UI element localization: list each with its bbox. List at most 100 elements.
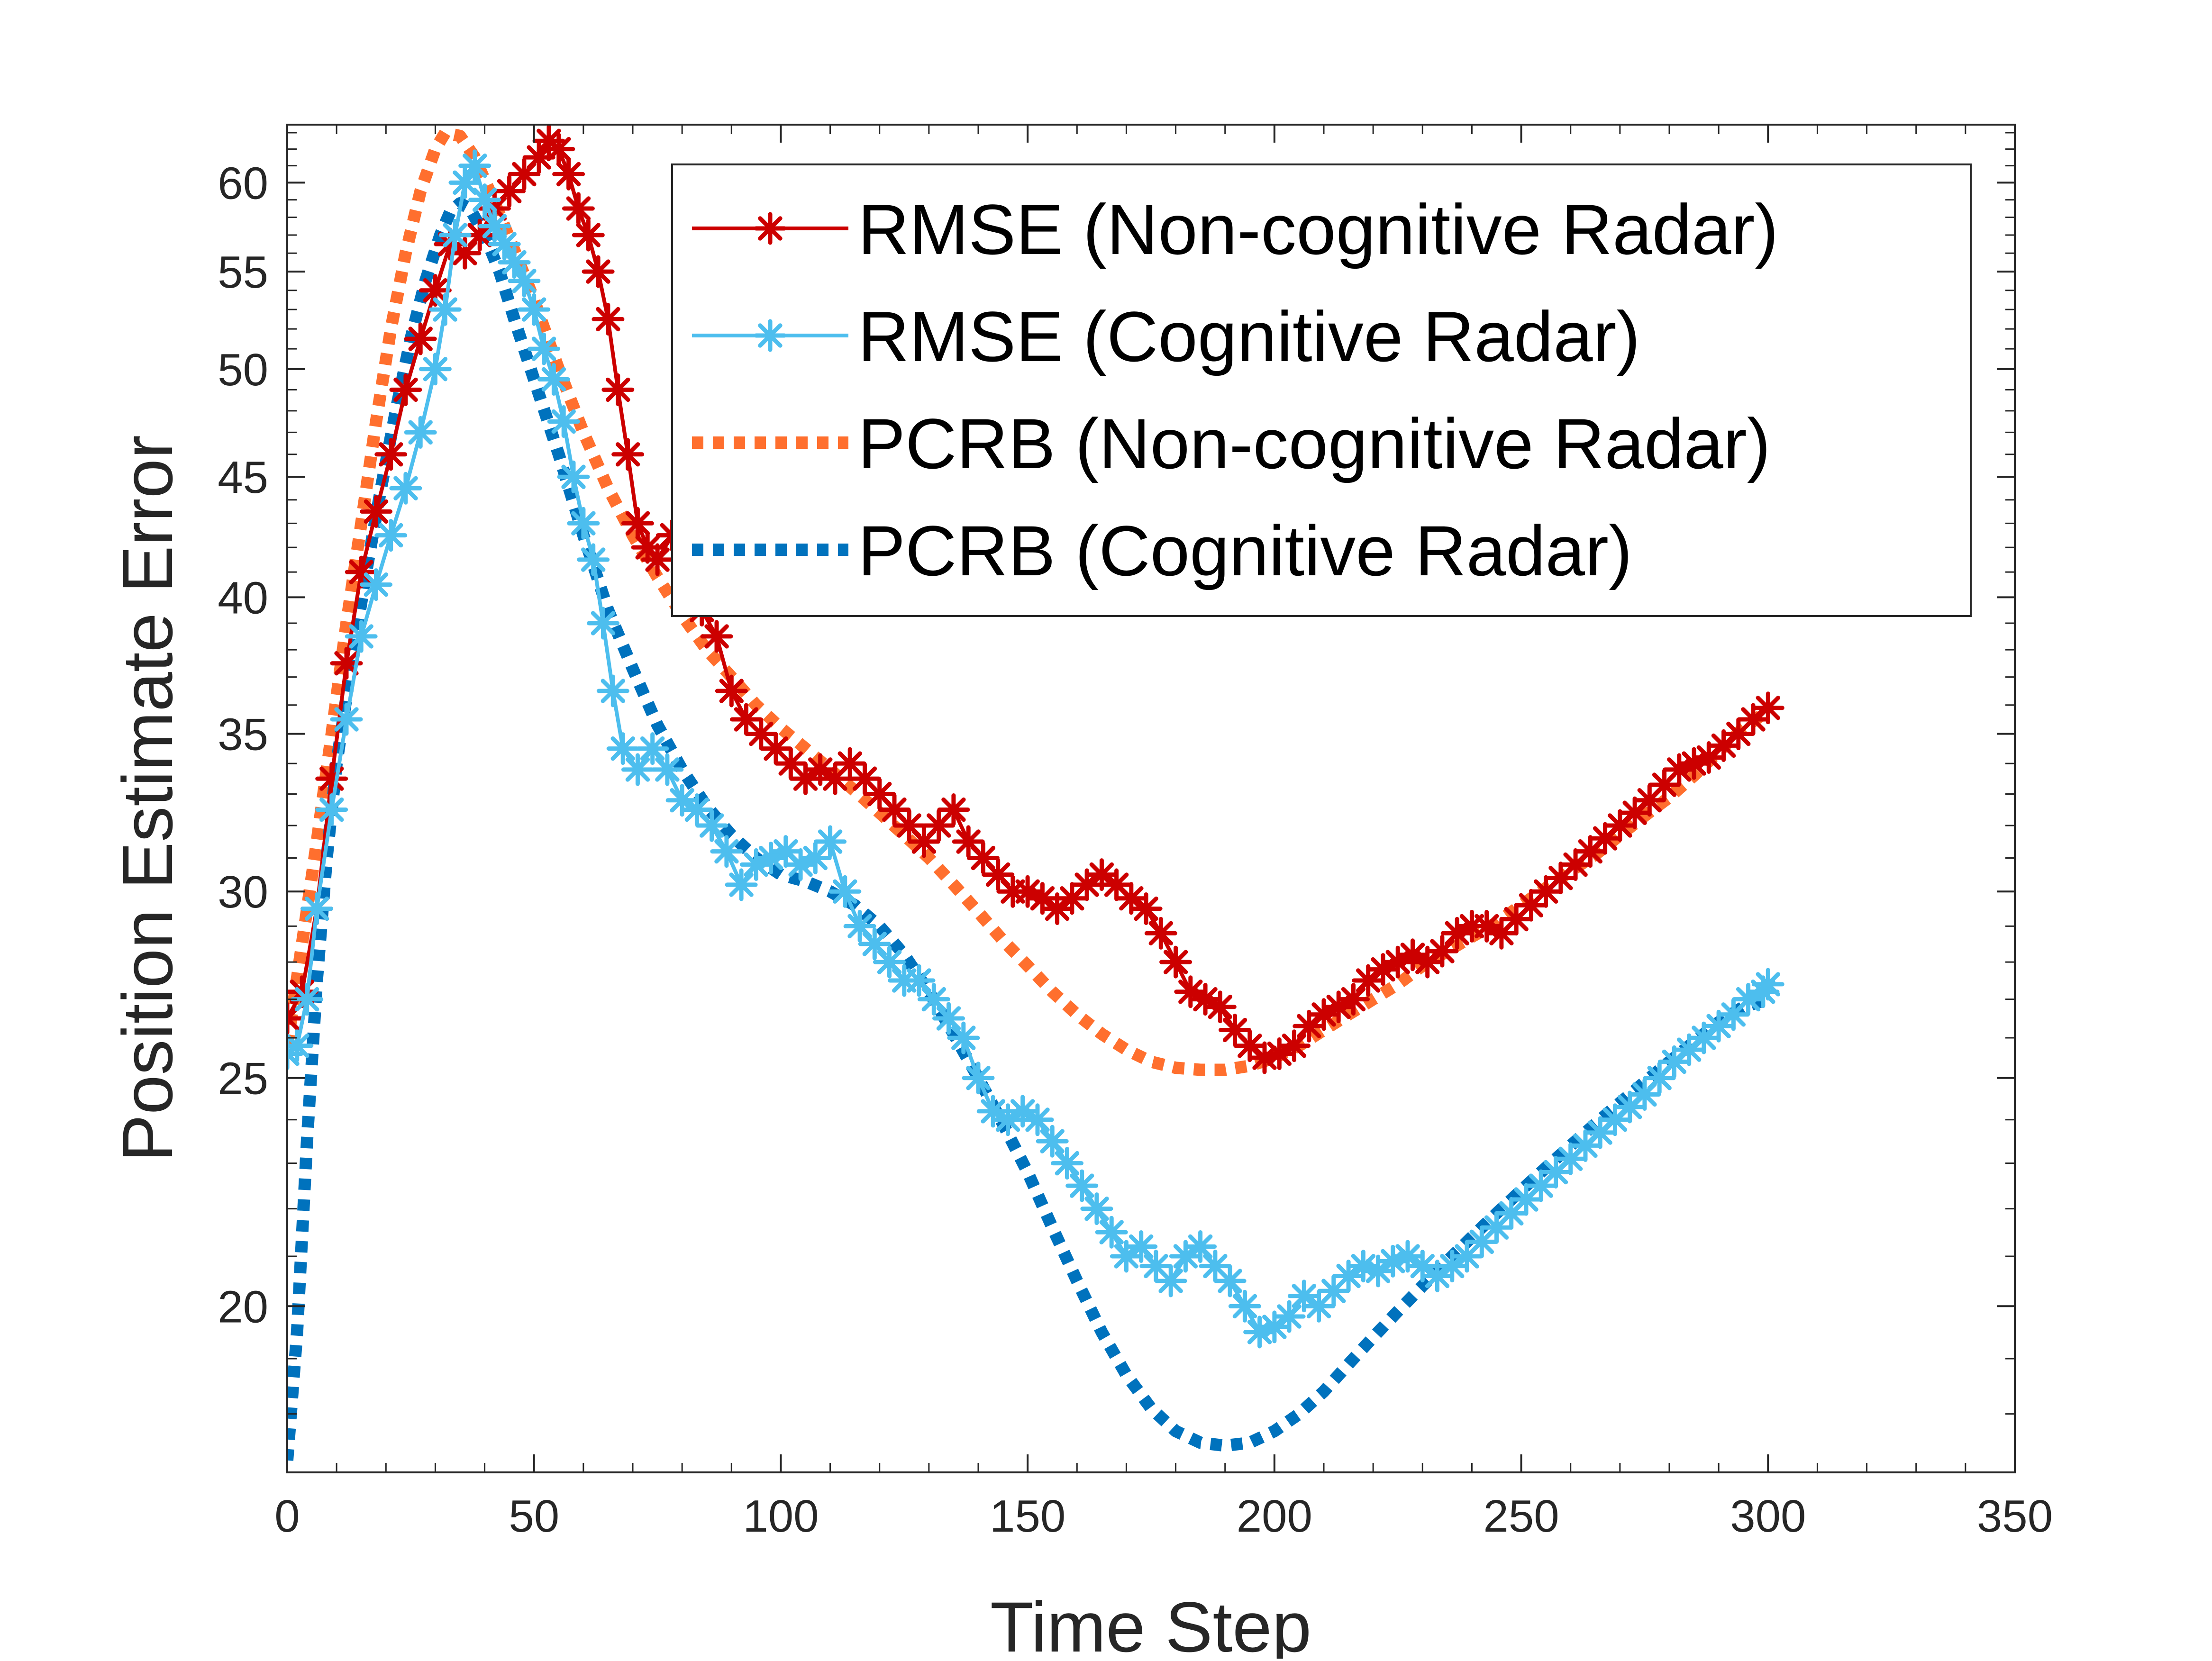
data-point — [1347, 1250, 1380, 1283]
series-0 — [287, 125, 1784, 1074]
data-point — [878, 793, 911, 826]
data-point — [730, 703, 763, 736]
data-point — [952, 825, 985, 858]
data-point — [680, 793, 713, 826]
data-point — [1056, 882, 1089, 915]
series-line — [287, 197, 1770, 1461]
data-point — [1598, 1103, 1631, 1136]
data-point — [582, 255, 615, 288]
data-point — [1381, 945, 1414, 979]
axes — [286, 124, 2016, 1473]
data-point — [1559, 848, 1592, 881]
data-point — [1524, 1169, 1557, 1202]
data-point — [1677, 747, 1711, 780]
data-point — [345, 620, 378, 653]
data-point — [1125, 1230, 1158, 1263]
data-point — [982, 858, 1015, 891]
data-point — [360, 568, 392, 601]
data-point — [1618, 796, 1651, 829]
data-point — [1051, 1147, 1083, 1180]
data-point — [947, 1021, 980, 1054]
axes-box — [286, 124, 2016, 1473]
data-point — [1203, 990, 1237, 1024]
data-point — [1411, 945, 1444, 979]
data-point — [700, 620, 733, 653]
data-point — [458, 149, 492, 182]
data-point — [1495, 1197, 1528, 1230]
y-tick-label: 50 — [218, 345, 268, 395]
data-point — [804, 753, 837, 786]
data-point — [287, 1029, 314, 1062]
data-point — [577, 543, 610, 576]
legend-label: PCRB (Non-cognitive Radar) — [858, 404, 1771, 483]
data-point — [468, 183, 501, 217]
legend-label: RMSE (Cognitive Radar) — [858, 297, 1640, 376]
data-point — [863, 778, 896, 810]
data-point — [547, 405, 580, 438]
data-point — [937, 793, 970, 826]
data-point — [631, 531, 664, 564]
data-point — [966, 842, 1000, 874]
data-point — [1006, 1095, 1039, 1128]
data-point — [636, 732, 669, 765]
data-point — [1539, 1156, 1572, 1189]
data-point — [1633, 784, 1666, 817]
y-tick-label: 45 — [218, 452, 268, 503]
data-point — [1248, 1041, 1281, 1074]
data-point — [1554, 1142, 1587, 1175]
data-point — [315, 762, 348, 795]
data-point — [819, 762, 852, 795]
data-point — [1228, 1289, 1261, 1323]
data-point — [1751, 968, 1784, 1001]
data-point — [1213, 1264, 1247, 1298]
y-tick-label: 20 — [218, 1281, 268, 1332]
y-tick-label: 25 — [218, 1053, 268, 1104]
data-point — [1219, 1014, 1251, 1046]
data-point — [419, 274, 452, 307]
data-point — [1628, 1078, 1661, 1111]
data-point — [1332, 1260, 1365, 1292]
data-point — [755, 842, 788, 874]
data-point — [404, 322, 437, 355]
data-point — [1376, 1244, 1410, 1278]
data-point — [562, 192, 595, 225]
series-1 — [287, 149, 1784, 1349]
data-point — [1692, 741, 1725, 774]
data-point — [621, 507, 654, 540]
data-point — [291, 983, 324, 1016]
data-point — [1278, 1029, 1311, 1062]
data-point — [1189, 983, 1222, 1016]
x-tick-label: 350 — [1977, 1491, 2053, 1542]
data-point — [1687, 1021, 1720, 1054]
data-point — [922, 809, 956, 842]
series-layer — [287, 125, 1784, 1461]
data-point — [1732, 983, 1765, 1016]
data-point — [1426, 935, 1459, 968]
data-point — [1129, 892, 1163, 925]
y-tick-label: 60 — [218, 158, 268, 209]
data-point — [1751, 691, 1784, 725]
x-tick-label: 250 — [1483, 1491, 1559, 1542]
legend-item: PCRB (Non-cognitive Radar) — [692, 404, 1771, 483]
legend-label: PCRB (Cognitive Radar) — [858, 511, 1632, 590]
data-point — [508, 157, 541, 191]
data-point — [572, 218, 605, 252]
data-point — [1070, 868, 1103, 901]
data-point — [828, 875, 862, 908]
data-point — [1663, 753, 1696, 786]
data-point — [1657, 1045, 1691, 1078]
data-point — [542, 133, 575, 166]
data-point — [1095, 1216, 1128, 1249]
legend: RMSE (Non-cognitive Radar) RMSE (Cognitiv… — [671, 163, 1972, 617]
data-point — [739, 848, 773, 881]
data-point — [784, 848, 817, 881]
data-point — [1110, 1240, 1143, 1273]
data-point — [1702, 1009, 1735, 1043]
data-point — [428, 293, 462, 326]
x-axis-title: Time Step — [990, 1587, 1311, 1659]
data-point — [1485, 917, 1518, 950]
data-point — [1366, 953, 1400, 986]
data-point — [522, 141, 555, 174]
data-point — [518, 293, 551, 326]
tick-labels: 0 50 100 150 200 250 300 350 20 25 30 35 40 45 50 55 60 — [218, 158, 2053, 1542]
